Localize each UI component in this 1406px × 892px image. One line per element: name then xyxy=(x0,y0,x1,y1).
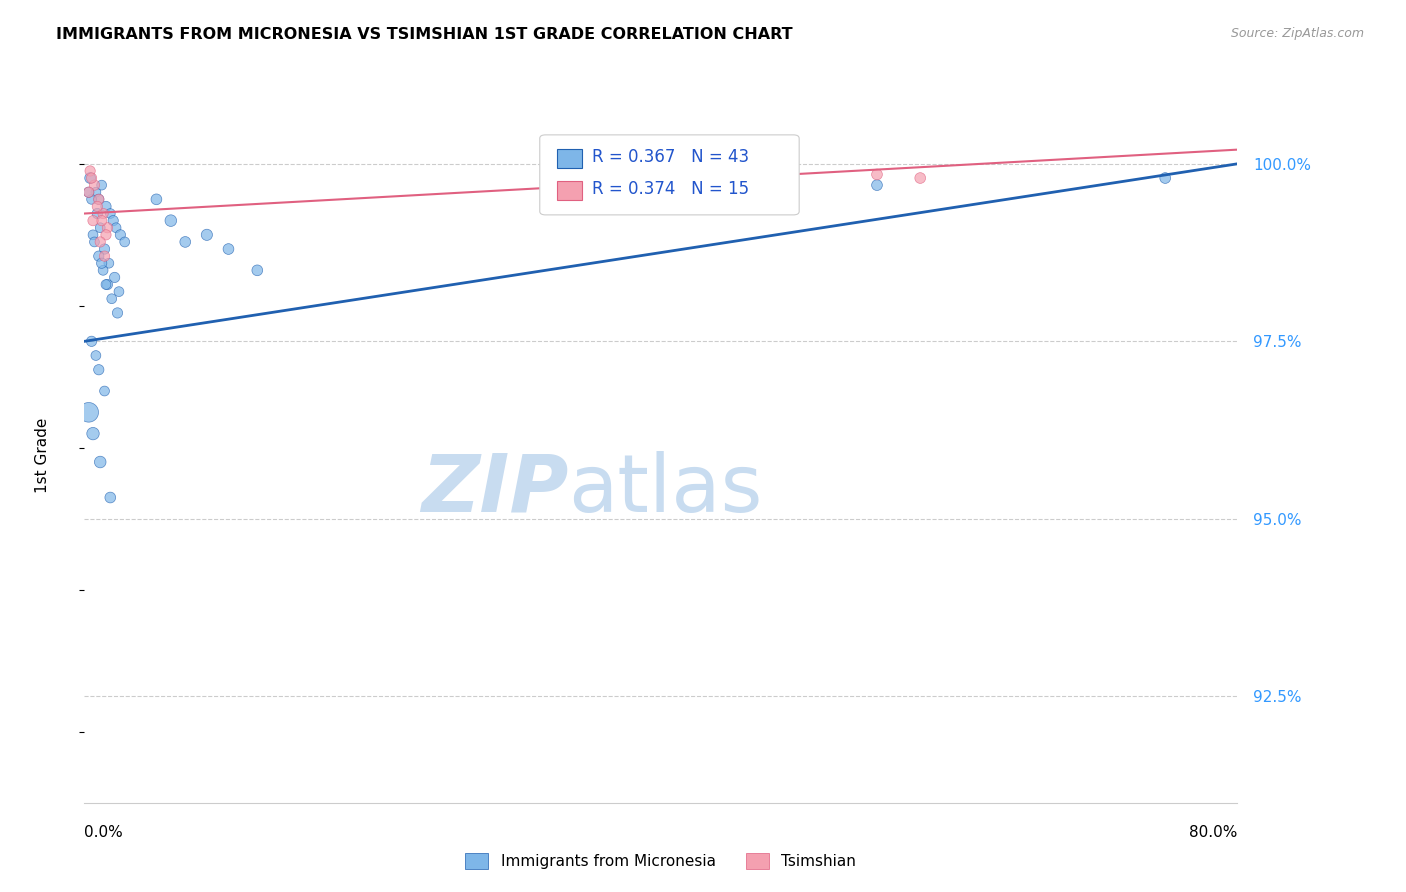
Text: R = 0.374   N = 15: R = 0.374 N = 15 xyxy=(592,180,749,198)
Point xyxy=(90,213,112,227)
Point xyxy=(79,164,101,178)
Point xyxy=(77,405,100,419)
Point xyxy=(82,227,104,242)
Point xyxy=(114,235,136,249)
Point xyxy=(100,292,122,306)
Point xyxy=(90,178,112,193)
Text: 80.0%: 80.0% xyxy=(1189,825,1237,840)
Point xyxy=(910,171,932,186)
Point xyxy=(82,213,104,227)
FancyBboxPatch shape xyxy=(540,135,799,215)
Point xyxy=(79,171,101,186)
Point xyxy=(110,227,132,242)
Point xyxy=(104,270,127,285)
Point xyxy=(98,206,121,220)
Point xyxy=(107,306,129,320)
Point xyxy=(86,206,108,220)
Point xyxy=(89,455,111,469)
Point xyxy=(82,426,104,441)
Text: IMMIGRANTS FROM MICRONESIA VS TSIMSHIAN 1ST GRADE CORRELATION CHART: IMMIGRANTS FROM MICRONESIA VS TSIMSHIAN … xyxy=(56,27,793,42)
Point xyxy=(90,256,112,270)
Point xyxy=(174,235,197,249)
Point xyxy=(218,242,240,256)
Point xyxy=(96,277,118,292)
Point xyxy=(87,249,110,263)
Point xyxy=(97,256,120,270)
Text: atlas: atlas xyxy=(568,450,763,529)
Point xyxy=(866,168,889,182)
Point xyxy=(94,199,117,213)
Point xyxy=(105,220,128,235)
Point xyxy=(108,285,131,299)
Legend: Immigrants from Micronesia, Tsimshian: Immigrants from Micronesia, Tsimshian xyxy=(460,847,862,875)
Text: 1st Grade: 1st Grade xyxy=(35,417,49,492)
Point xyxy=(80,334,103,349)
Point xyxy=(91,206,114,220)
Point xyxy=(195,227,218,242)
Point xyxy=(84,186,107,200)
Point xyxy=(87,192,110,206)
Point xyxy=(89,235,111,249)
Text: Source: ZipAtlas.com: Source: ZipAtlas.com xyxy=(1230,27,1364,40)
Point xyxy=(87,192,110,206)
Text: ZIP: ZIP xyxy=(422,450,568,529)
Point xyxy=(86,199,108,213)
Point xyxy=(83,235,105,249)
Point xyxy=(83,178,105,193)
Point xyxy=(77,186,100,200)
Point xyxy=(145,192,167,206)
Point xyxy=(866,178,889,193)
Text: 0.0%: 0.0% xyxy=(84,825,124,840)
Point xyxy=(96,220,118,235)
Point xyxy=(80,192,103,206)
Point xyxy=(93,249,115,263)
Point xyxy=(160,213,183,227)
Point xyxy=(89,220,111,235)
Point xyxy=(93,384,115,398)
Point xyxy=(103,213,124,227)
Text: R = 0.367   N = 43: R = 0.367 N = 43 xyxy=(592,148,749,166)
Point xyxy=(1154,171,1177,186)
Point xyxy=(91,263,114,277)
Point xyxy=(77,186,100,200)
Point xyxy=(84,349,107,363)
Bar xyxy=(557,181,582,200)
Bar xyxy=(557,150,582,168)
Point xyxy=(80,171,103,186)
Point xyxy=(93,242,115,256)
Point xyxy=(94,227,117,242)
Point xyxy=(246,263,269,277)
Point xyxy=(98,491,121,505)
Point xyxy=(94,277,117,292)
Point xyxy=(87,362,110,376)
